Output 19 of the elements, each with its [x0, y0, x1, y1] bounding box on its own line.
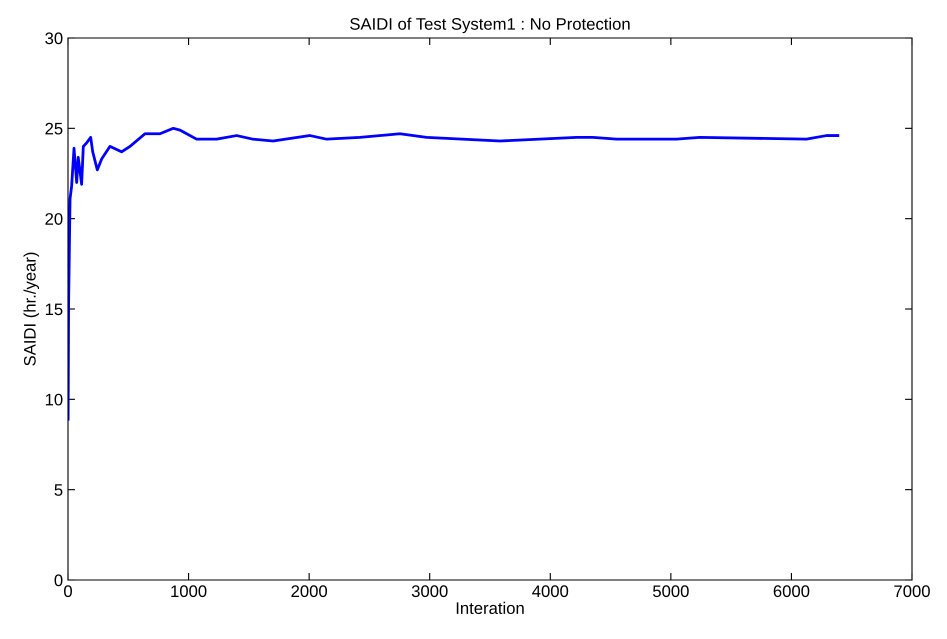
- x-axis-title: Interation: [456, 602, 524, 614]
- x-tick-label: 4000: [532, 585, 568, 598]
- y-tick-label: 0: [54, 574, 62, 586]
- y-tick-label: 15: [46, 304, 62, 316]
- y-tick-label: 20: [45, 213, 62, 225]
- y-tick-label: 10: [46, 394, 62, 406]
- x-tick-label: 7000: [894, 585, 930, 598]
- y-tick-label: 25: [45, 122, 62, 135]
- x-tick-label: 2000: [291, 585, 328, 598]
- line-series: [68, 126, 840, 421]
- x-tick-label: 0: [64, 585, 72, 598]
- y-tick-label: 5: [54, 484, 62, 496]
- x-tick-label: 5000: [652, 585, 689, 598]
- x-tick-label: 3000: [412, 585, 448, 598]
- x-tick-label: 1000: [171, 585, 206, 598]
- chart-title: SAIDI of Test System1 : No Protection: [350, 18, 630, 34]
- x-tick-label: 6000: [774, 585, 810, 598]
- y-axis-title: SAIDI (hr./year): [24, 252, 40, 366]
- y-tick-label: 30: [45, 32, 62, 44]
